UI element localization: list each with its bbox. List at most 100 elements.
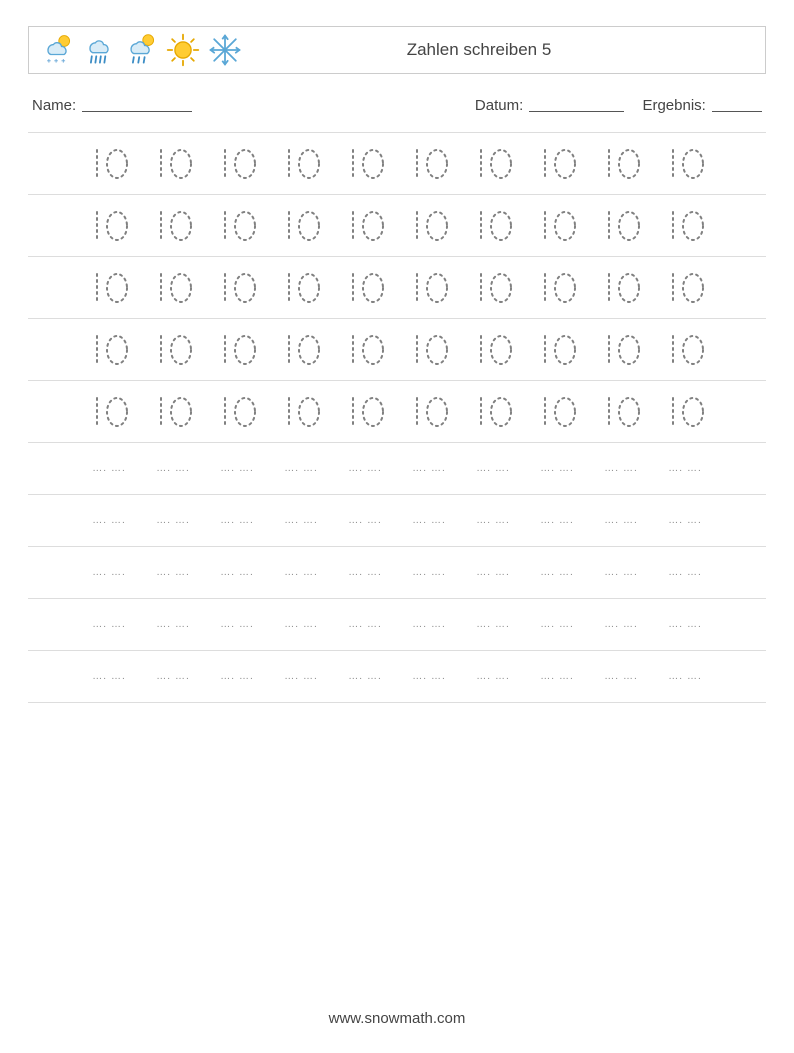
trace-cell-small[interactable]: …. …. bbox=[596, 619, 646, 630]
trace-cell[interactable] bbox=[468, 206, 518, 246]
trace-cell-small[interactable]: …. …. bbox=[148, 515, 198, 526]
trace-cell-small[interactable]: …. …. bbox=[532, 463, 582, 474]
name-blank[interactable] bbox=[82, 98, 192, 112]
trace-cell-small[interactable]: …. …. bbox=[84, 619, 134, 630]
trace-cell[interactable] bbox=[212, 268, 262, 308]
trace-cell-small[interactable]: …. …. bbox=[276, 671, 326, 682]
result-blank[interactable] bbox=[712, 98, 762, 112]
trace-cell-small[interactable]: …. …. bbox=[468, 515, 518, 526]
trace-cell[interactable] bbox=[404, 330, 454, 370]
trace-cell-small[interactable]: …. …. bbox=[404, 515, 454, 526]
trace-cell[interactable] bbox=[596, 144, 646, 184]
trace-cell-small[interactable]: …. …. bbox=[404, 619, 454, 630]
trace-cell[interactable] bbox=[84, 206, 134, 246]
trace-cell-small[interactable]: …. …. bbox=[404, 671, 454, 682]
trace-cell-small[interactable]: …. …. bbox=[468, 619, 518, 630]
trace-cell[interactable] bbox=[212, 206, 262, 246]
trace-cell[interactable] bbox=[468, 392, 518, 432]
trace-cell-small[interactable]: …. …. bbox=[596, 671, 646, 682]
trace-cell[interactable] bbox=[596, 268, 646, 308]
trace-cell[interactable] bbox=[276, 330, 326, 370]
trace-cell-small[interactable]: …. …. bbox=[404, 463, 454, 474]
trace-cell-small[interactable]: …. …. bbox=[148, 463, 198, 474]
trace-cell[interactable] bbox=[148, 206, 198, 246]
trace-cell-small[interactable]: …. …. bbox=[532, 567, 582, 578]
trace-cell[interactable] bbox=[468, 268, 518, 308]
trace-cell[interactable] bbox=[340, 330, 390, 370]
trace-cell-small[interactable]: …. …. bbox=[276, 463, 326, 474]
trace-cell[interactable] bbox=[212, 144, 262, 184]
trace-cell[interactable] bbox=[84, 330, 134, 370]
trace-cell-small[interactable]: …. …. bbox=[212, 515, 262, 526]
trace-cell-small[interactable]: …. …. bbox=[84, 515, 134, 526]
trace-cell[interactable] bbox=[532, 392, 582, 432]
trace-cell[interactable] bbox=[532, 330, 582, 370]
trace-cell-small[interactable]: …. …. bbox=[212, 463, 262, 474]
trace-cell-small[interactable]: …. …. bbox=[148, 567, 198, 578]
trace-cell-small[interactable]: …. …. bbox=[148, 619, 198, 630]
trace-cell[interactable] bbox=[596, 206, 646, 246]
trace-cell-small[interactable]: …. …. bbox=[276, 619, 326, 630]
trace-cell-small[interactable]: …. …. bbox=[212, 671, 262, 682]
trace-cell-small[interactable]: …. …. bbox=[596, 515, 646, 526]
trace-cell-small[interactable]: …. …. bbox=[340, 567, 390, 578]
trace-cell[interactable] bbox=[660, 206, 710, 246]
trace-cell[interactable] bbox=[532, 206, 582, 246]
trace-cell[interactable] bbox=[340, 206, 390, 246]
trace-cell[interactable] bbox=[212, 330, 262, 370]
trace-cell-small[interactable]: …. …. bbox=[532, 515, 582, 526]
trace-cell[interactable] bbox=[596, 392, 646, 432]
trace-cell-small[interactable]: …. …. bbox=[532, 671, 582, 682]
trace-cell-small[interactable]: …. …. bbox=[532, 619, 582, 630]
trace-cell-small[interactable]: …. …. bbox=[660, 515, 710, 526]
trace-cell[interactable] bbox=[404, 392, 454, 432]
trace-cell[interactable] bbox=[660, 392, 710, 432]
trace-cell[interactable] bbox=[468, 144, 518, 184]
trace-cell-small[interactable]: …. …. bbox=[148, 671, 198, 682]
trace-cell-small[interactable]: …. …. bbox=[660, 671, 710, 682]
trace-cell[interactable] bbox=[276, 392, 326, 432]
trace-cell-small[interactable]: …. …. bbox=[596, 567, 646, 578]
trace-cell[interactable] bbox=[404, 144, 454, 184]
trace-cell-small[interactable]: …. …. bbox=[340, 619, 390, 630]
trace-cell-small[interactable]: …. …. bbox=[276, 515, 326, 526]
trace-cell-small[interactable]: …. …. bbox=[468, 671, 518, 682]
trace-cell[interactable] bbox=[660, 144, 710, 184]
trace-cell[interactable] bbox=[660, 330, 710, 370]
trace-cell[interactable] bbox=[468, 330, 518, 370]
trace-cell-small[interactable]: …. …. bbox=[84, 567, 134, 578]
trace-cell[interactable] bbox=[84, 268, 134, 308]
trace-cell-small[interactable]: …. …. bbox=[660, 463, 710, 474]
date-blank[interactable] bbox=[529, 98, 624, 112]
trace-cell[interactable] bbox=[532, 144, 582, 184]
trace-cell-small[interactable]: …. …. bbox=[340, 515, 390, 526]
trace-cell[interactable] bbox=[84, 392, 134, 432]
trace-cell[interactable] bbox=[276, 268, 326, 308]
trace-cell[interactable] bbox=[660, 268, 710, 308]
trace-cell-small[interactable]: …. …. bbox=[468, 463, 518, 474]
trace-cell[interactable] bbox=[148, 330, 198, 370]
trace-cell-small[interactable]: …. …. bbox=[212, 619, 262, 630]
trace-cell[interactable] bbox=[148, 144, 198, 184]
trace-cell[interactable] bbox=[148, 392, 198, 432]
trace-cell[interactable] bbox=[340, 392, 390, 432]
trace-cell-small[interactable]: …. …. bbox=[404, 567, 454, 578]
trace-cell[interactable] bbox=[596, 330, 646, 370]
trace-cell-small[interactable]: …. …. bbox=[340, 463, 390, 474]
trace-cell[interactable] bbox=[276, 144, 326, 184]
trace-cell[interactable] bbox=[148, 268, 198, 308]
trace-cell[interactable] bbox=[84, 144, 134, 184]
trace-cell[interactable] bbox=[340, 268, 390, 308]
trace-cell-small[interactable]: …. …. bbox=[84, 671, 134, 682]
trace-cell-small[interactable]: …. …. bbox=[212, 567, 262, 578]
trace-cell[interactable] bbox=[212, 392, 262, 432]
trace-cell-small[interactable]: …. …. bbox=[340, 671, 390, 682]
trace-cell[interactable] bbox=[276, 206, 326, 246]
trace-cell-small[interactable]: …. …. bbox=[660, 619, 710, 630]
trace-cell[interactable] bbox=[340, 144, 390, 184]
trace-cell-small[interactable]: …. …. bbox=[276, 567, 326, 578]
trace-cell-small[interactable]: …. …. bbox=[596, 463, 646, 474]
trace-cell[interactable] bbox=[404, 206, 454, 246]
trace-cell-small[interactable]: …. …. bbox=[468, 567, 518, 578]
trace-cell[interactable] bbox=[532, 268, 582, 308]
